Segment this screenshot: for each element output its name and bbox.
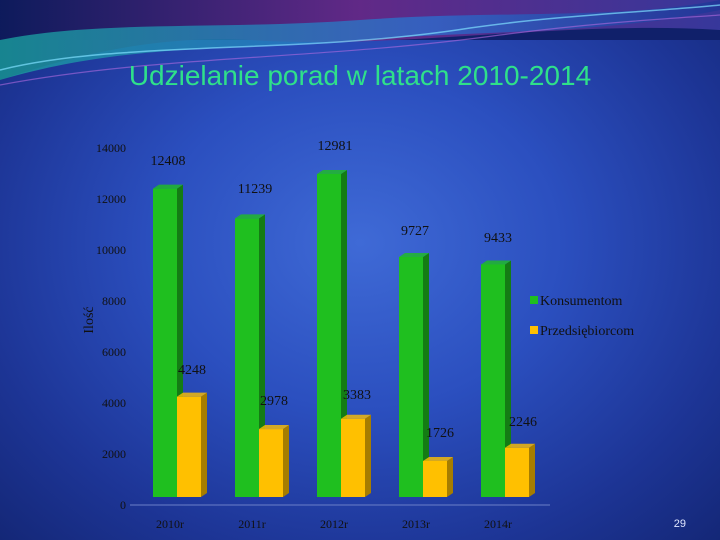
slide-number: 29 bbox=[673, 518, 686, 530]
y-tick-label: 4000 bbox=[102, 396, 126, 410]
bar-top bbox=[505, 443, 535, 448]
x-tick-label: 2014r bbox=[484, 517, 512, 531]
legend-swatch bbox=[530, 326, 538, 334]
y-axis-label: Ilość bbox=[82, 306, 97, 333]
bar-konsumentom bbox=[399, 252, 429, 497]
bar-top bbox=[259, 425, 289, 430]
x-axis-ticks: 2010r 2011r 2012r 2013r 2014r bbox=[156, 517, 512, 531]
slide-title: Udzielanie porad w latach 2010-2014 bbox=[128, 60, 592, 91]
bar-top bbox=[341, 414, 371, 419]
y-tick-label: 6000 bbox=[102, 345, 126, 359]
bar-top bbox=[153, 184, 183, 189]
bar-top bbox=[399, 252, 429, 257]
bar-side bbox=[423, 252, 429, 497]
data-labels-group: 12408 11239 12981 9727 9433 4248 2978 3383 1726 2… bbox=[151, 139, 538, 441]
bars-group bbox=[153, 169, 535, 497]
bar-przedsiebiorcom bbox=[259, 425, 289, 497]
data-label: 1726 bbox=[426, 426, 454, 441]
data-label: 3383 bbox=[343, 388, 371, 403]
data-label: 12981 bbox=[318, 139, 353, 154]
bar-front bbox=[399, 256, 423, 497]
bar-front bbox=[423, 460, 447, 497]
bar-side bbox=[201, 392, 207, 497]
x-tick-label: 2010r bbox=[156, 517, 184, 531]
y-tick-label: 14000 bbox=[96, 141, 126, 155]
data-label: 2246 bbox=[509, 415, 537, 430]
y-tick-label: 2000 bbox=[102, 447, 126, 461]
bar-konsumentom bbox=[481, 260, 511, 497]
bar-front bbox=[259, 429, 283, 497]
x-tick-label: 2012r bbox=[320, 517, 348, 531]
legend: Konsumentom Przedsiębiorcom bbox=[530, 294, 634, 339]
y-tick-label: 8000 bbox=[102, 294, 126, 308]
bar-front bbox=[341, 418, 365, 497]
bar-przedsiebiorcom bbox=[177, 392, 207, 497]
bar-top bbox=[423, 456, 453, 461]
bar-side bbox=[341, 169, 347, 497]
legend-swatch bbox=[530, 296, 538, 304]
y-tick-label: 10000 bbox=[96, 243, 126, 257]
y-axis-ticks: 0 2000 4000 6000 8000 10000 12000 14000 bbox=[96, 141, 126, 512]
data-label: 9727 bbox=[401, 224, 429, 239]
bar-front bbox=[235, 218, 259, 497]
bar-side bbox=[529, 443, 535, 497]
bar-top bbox=[317, 169, 347, 174]
bar-front bbox=[481, 264, 505, 497]
data-label: 4248 bbox=[178, 363, 206, 378]
data-label: 2978 bbox=[260, 394, 288, 409]
x-tick-label: 2011r bbox=[238, 517, 266, 531]
header-swirl-decoration bbox=[0, 0, 720, 86]
bar-side bbox=[447, 456, 453, 497]
data-label: 12408 bbox=[151, 154, 186, 169]
bar-side bbox=[283, 425, 289, 497]
bar-top bbox=[235, 214, 265, 219]
data-label: 9433 bbox=[484, 231, 512, 246]
bar-konsumentom bbox=[317, 169, 347, 497]
x-tick-label: 2013r bbox=[402, 517, 430, 531]
y-axis-label-group: Ilość bbox=[82, 306, 97, 333]
data-label: 11239 bbox=[238, 182, 272, 197]
y-tick-label: 0 bbox=[120, 498, 126, 512]
bar-side bbox=[505, 260, 511, 497]
bar-przedsiebiorcom bbox=[341, 414, 371, 497]
bar-front bbox=[177, 396, 201, 497]
bar-front bbox=[505, 447, 529, 497]
y-tick-label: 12000 bbox=[96, 192, 126, 206]
bar-side bbox=[365, 414, 371, 497]
legend-label: Konsumentom bbox=[540, 294, 623, 309]
bar-front bbox=[153, 188, 177, 497]
bar-przedsiebiorcom bbox=[423, 456, 453, 497]
bar-top bbox=[481, 260, 511, 265]
bar-przedsiebiorcom bbox=[505, 443, 535, 497]
legend-label: Przedsiębiorcom bbox=[540, 324, 634, 339]
bar-front bbox=[317, 173, 341, 497]
bar-top bbox=[177, 392, 207, 397]
